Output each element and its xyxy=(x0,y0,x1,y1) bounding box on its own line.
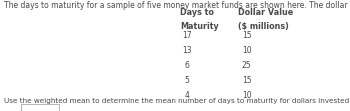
Text: 17: 17 xyxy=(182,31,192,40)
Text: Dollar Value: Dollar Value xyxy=(238,8,293,17)
Text: Days to: Days to xyxy=(180,8,214,17)
Text: 4: 4 xyxy=(185,91,190,100)
Text: 15: 15 xyxy=(242,31,252,40)
Text: 25: 25 xyxy=(242,61,252,70)
Text: The days to maturity for a sample of five money market funds are shown here. The: The days to maturity for a sample of fiv… xyxy=(4,1,350,10)
Text: 10: 10 xyxy=(242,46,252,55)
Text: 6: 6 xyxy=(185,61,190,70)
Text: 13: 13 xyxy=(182,46,192,55)
Text: 15: 15 xyxy=(242,76,252,85)
Text: 10: 10 xyxy=(242,91,252,100)
Text: Maturity: Maturity xyxy=(180,22,219,31)
FancyBboxPatch shape xyxy=(21,104,60,111)
Text: Use the weighted mean to determine the mean number of days to maturity for dolla: Use the weighted mean to determine the m… xyxy=(4,98,350,104)
Text: 5: 5 xyxy=(185,76,190,85)
Text: ($ millions): ($ millions) xyxy=(238,22,289,31)
